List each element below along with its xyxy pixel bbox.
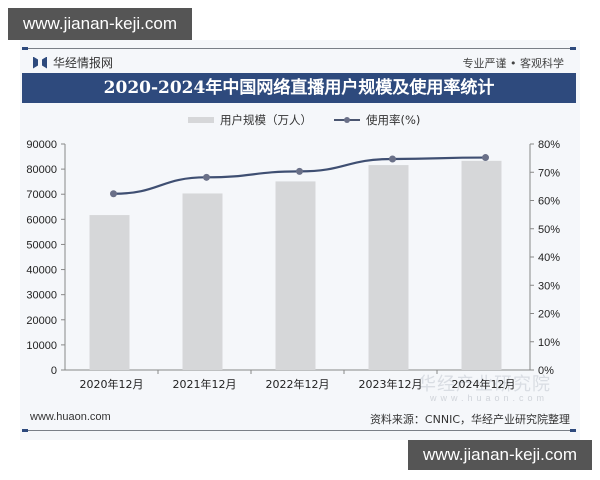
slogan: 专业严谨 • 客观科学	[462, 57, 564, 70]
chart-title: 2020-2024年中国网络直播用户规模及使用率统计	[22, 73, 576, 103]
legend-line-marker-icon	[334, 117, 360, 123]
svg-text:10000: 10000	[26, 340, 57, 352]
legend: 用户规模（万人） 使用率(%)	[188, 112, 420, 128]
svg-text:80000: 80000	[26, 164, 57, 176]
line-marker-1	[203, 173, 210, 181]
svg-text:30%: 30%	[538, 280, 560, 292]
line-marker-3	[389, 155, 396, 163]
brand-name: 华经情报网	[53, 56, 114, 70]
footer-source: 资料来源：CNNIC，华经产业研究院整理	[369, 413, 570, 426]
svg-text:50000: 50000	[26, 239, 57, 251]
bar-4	[461, 160, 502, 370]
background-watermark-url: www.huaon.com	[430, 393, 549, 403]
svg-text:70%: 70%	[538, 167, 560, 179]
svg-text:2023年12月: 2023年12月	[359, 377, 423, 391]
footer-divider	[22, 429, 576, 432]
header-divider	[22, 47, 576, 50]
svg-text:2020年12月: 2020年12月	[80, 377, 144, 391]
svg-text:30000: 30000	[26, 290, 57, 302]
svg-text:60000: 60000	[26, 214, 57, 226]
brand: 华经情报网	[33, 54, 113, 71]
svg-text:20%: 20%	[538, 309, 560, 321]
svg-text:10%: 10%	[538, 337, 560, 349]
svg-text:40000: 40000	[26, 265, 57, 277]
line-marker-0	[110, 190, 117, 198]
svg-text:2021年12月: 2021年12月	[173, 377, 237, 391]
legend-bar-label: 用户规模（万人）	[220, 113, 312, 127]
line-marker-2	[296, 167, 303, 175]
bar-3	[368, 165, 409, 370]
svg-text:20000: 20000	[26, 315, 57, 327]
background-watermark: 华经产业研究院	[418, 374, 551, 395]
svg-text:50%: 50%	[538, 224, 560, 236]
footer-website: www.huaon.com	[30, 411, 111, 423]
bar-1	[182, 193, 223, 370]
svg-text:80%: 80%	[538, 139, 560, 151]
svg-text:0%: 0%	[538, 365, 554, 377]
svg-text:60%: 60%	[538, 196, 560, 208]
legend-bar-swatch-icon	[188, 117, 214, 123]
svg-text:2024年12月: 2024年12月	[452, 377, 516, 391]
svg-text:2022年12月: 2022年12月	[266, 377, 330, 391]
svg-text:90000: 90000	[26, 139, 57, 151]
bar-0	[89, 215, 130, 370]
watermark-top: www.jianan-keji.com	[8, 8, 192, 40]
svg-text:40%: 40%	[538, 252, 560, 264]
watermark-bottom: www.jianan-keji.com	[408, 440, 592, 470]
legend-line-label: 使用率(%)	[366, 113, 421, 127]
line-marker-4	[482, 154, 489, 162]
svg-text:70000: 70000	[26, 189, 57, 201]
bar-2	[275, 181, 316, 370]
svg-text:0: 0	[51, 365, 57, 377]
